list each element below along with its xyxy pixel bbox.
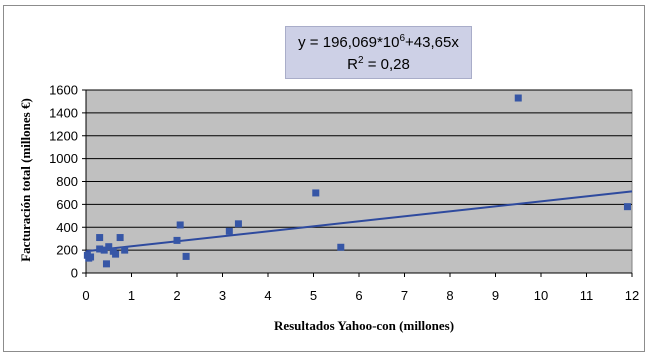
data-point xyxy=(312,189,320,197)
data-point xyxy=(225,227,233,235)
x-tick-label: 5 xyxy=(310,288,317,303)
y-tick-label: 600 xyxy=(56,197,78,212)
data-point xyxy=(173,236,181,244)
data-point xyxy=(234,220,242,228)
data-point xyxy=(514,94,522,102)
data-point xyxy=(102,260,110,268)
x-tick-label: 7 xyxy=(401,288,408,303)
y-tick-label: 800 xyxy=(56,174,78,189)
data-point xyxy=(116,234,124,242)
y-tick-label: 1400 xyxy=(49,105,78,120)
trendline-equation-box: y = 196,069*106+43,65x R2 = 0,28 xyxy=(285,26,472,79)
data-point xyxy=(87,253,95,261)
x-axis-title: Resultados Yahoo-con (millones) xyxy=(274,318,454,333)
data-point xyxy=(96,245,104,253)
equation-line: y = 196,069*106+43,65x xyxy=(298,33,459,51)
r-squared-line: R2 = 0,28 xyxy=(347,55,410,73)
y-tick-label: 0 xyxy=(71,266,78,281)
data-point xyxy=(112,250,120,258)
data-point xyxy=(337,243,345,251)
x-tick-label: 8 xyxy=(446,288,453,303)
data-point xyxy=(100,246,108,254)
y-tick-label: 200 xyxy=(56,243,78,258)
x-tick-label: 1 xyxy=(128,288,135,303)
x-tick-label: 2 xyxy=(173,288,180,303)
y-tick-label: 1000 xyxy=(49,151,78,166)
y-axis-title: Facturación total (millones €) xyxy=(18,98,33,262)
x-tick-label: 10 xyxy=(534,288,548,303)
data-point xyxy=(182,252,190,260)
y-tick-label: 400 xyxy=(56,220,78,235)
data-point xyxy=(176,221,184,229)
y-tick-label: 1600 xyxy=(49,83,78,98)
data-point xyxy=(105,243,113,251)
x-tick-label: 11 xyxy=(580,288,594,303)
data-point xyxy=(96,234,104,242)
x-tick-label: 9 xyxy=(492,288,499,303)
x-tick-label: 0 xyxy=(82,288,89,303)
data-point xyxy=(121,246,129,254)
y-tick-label: 1200 xyxy=(49,128,78,143)
x-tick-label: 12 xyxy=(625,288,639,303)
x-tick-label: 3 xyxy=(219,288,226,303)
x-tick-label: 6 xyxy=(355,288,362,303)
data-point xyxy=(623,203,631,211)
x-tick-label: 4 xyxy=(264,288,271,303)
